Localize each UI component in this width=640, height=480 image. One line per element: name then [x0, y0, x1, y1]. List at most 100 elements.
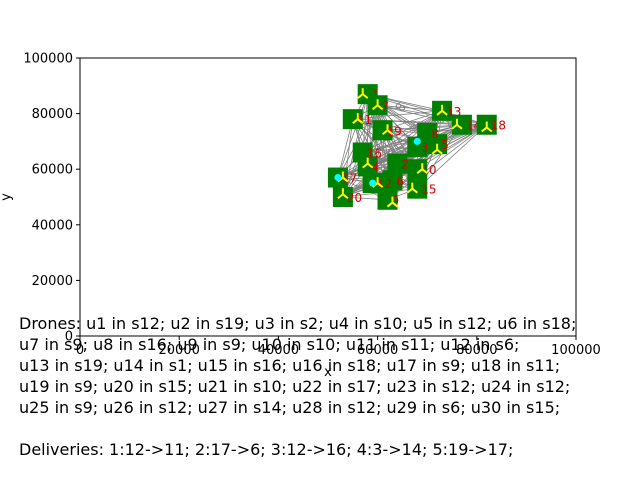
station-label: 7 — [382, 99, 390, 113]
y-tick-label: 20000 — [32, 274, 73, 289]
y-tick-label: 60000 — [32, 163, 73, 178]
station-label: 1 — [372, 88, 380, 102]
drone-marker-arm — [342, 193, 349, 200]
drone-marker-arm — [367, 162, 374, 169]
drone-marker — [436, 104, 448, 116]
drone-marker — [357, 88, 369, 99]
drone-marker-arm — [431, 148, 438, 155]
x-tick-label: 40000 — [258, 343, 299, 358]
drone-marker-arm — [352, 118, 359, 124]
drone-marker-arm — [342, 176, 349, 183]
drone-marker-arm — [421, 168, 428, 174]
station-marker — [417, 123, 438, 144]
drone-marker-arm — [456, 123, 463, 130]
drone-marker-arm — [386, 201, 394, 208]
station-label: 10 — [421, 163, 436, 177]
x-axis-ticks: 0 20000 40000 60000 80000 100000 — [76, 336, 601, 358]
drone-marker — [481, 121, 493, 133]
station-label: 3 — [421, 141, 429, 155]
route-edge — [337, 94, 369, 178]
drone-marker-arm — [441, 110, 448, 116]
drone-marker-arm — [381, 129, 389, 136]
x-axis-label: x — [324, 365, 332, 380]
drone-marker-arm — [481, 126, 488, 133]
drone-markers — [334, 88, 493, 208]
drone-marker-arm — [337, 193, 344, 200]
station-marker — [332, 187, 353, 207]
drone-marker — [386, 196, 399, 208]
drone-marker — [406, 182, 418, 194]
drone-marker-arm — [436, 148, 443, 155]
station-label: 20 — [347, 191, 362, 205]
drone-marker-arm — [357, 118, 364, 124]
station-marker — [352, 142, 373, 163]
drone-marker-arm — [486, 126, 493, 133]
y-axis-label: y — [0, 193, 14, 201]
drone-marker — [381, 124, 394, 136]
drone-marker — [337, 188, 349, 200]
drone-marker-arm — [357, 93, 364, 99]
drone-marker-arm — [436, 110, 443, 116]
x-tick-label: 0 — [76, 343, 84, 358]
y-tick-label: 0 — [65, 330, 73, 345]
plot-frame — [79, 57, 577, 337]
route-edge — [367, 110, 443, 167]
drone-marker-arm — [411, 187, 418, 194]
route-edge — [377, 104, 463, 126]
station-marker — [377, 189, 398, 210]
deliveries-caption: Deliveries: 1:12->11; 2:17->6; 3:12->16;… — [19, 440, 514, 459]
station-label: 19 — [387, 124, 402, 138]
y-tick-label: 80000 — [32, 107, 73, 122]
station-label: 6 — [396, 174, 404, 188]
drone-point — [334, 174, 342, 182]
route-edge — [337, 110, 443, 178]
drone-marker — [431, 143, 443, 155]
station-label: 8 — [431, 127, 439, 141]
x-tick-label: 100000 — [551, 343, 601, 358]
drone-marker — [352, 113, 364, 124]
x-tick-label: 20000 — [159, 343, 200, 358]
y-axis-ticks: 0 20000 40000 60000 80000 100000 — [23, 52, 80, 345]
route-edge — [417, 124, 487, 189]
drone-marker-arm — [362, 162, 369, 169]
drone-marker-arm — [362, 93, 369, 99]
route-edge — [352, 118, 418, 189]
station-label: 9 — [392, 194, 400, 208]
x-tick-label: 60000 — [357, 343, 398, 358]
drone-marker-arm — [391, 201, 399, 208]
x-tick-label: 80000 — [456, 343, 497, 358]
station-label: 4 — [372, 160, 380, 174]
station-marker — [387, 153, 408, 174]
drone-marker — [416, 163, 428, 174]
drone-point — [369, 179, 377, 187]
station-label: 17 — [342, 172, 357, 186]
station-label: 16 — [367, 147, 382, 161]
station-label: 5 — [441, 138, 449, 152]
drone-marker-arm — [406, 187, 413, 194]
drone-marker — [362, 157, 374, 169]
station-label: 15 — [421, 183, 436, 197]
y-tick-label: 40000 — [32, 218, 73, 233]
route-edge — [417, 124, 487, 170]
caption: Drones: u1 in s12; u2 in s19; u3 in s2; … — [19, 313, 634, 460]
drone-marker-arm — [416, 168, 423, 174]
station-label: 11 — [357, 113, 372, 127]
drone-marker-arm — [451, 123, 458, 130]
drones-caption: Drones: u1 in s12; u2 in s19; u3 in s2; … — [19, 314, 577, 417]
drone-point — [413, 137, 421, 145]
drone-marker-arm — [376, 104, 384, 111]
drone-marker — [451, 118, 463, 130]
drone-marker-arm — [376, 182, 384, 188]
route-edge — [352, 110, 443, 120]
drone-marker-arm — [386, 129, 394, 136]
drone-marker — [371, 99, 384, 111]
y-tick-label: 100000 — [23, 52, 73, 67]
station-label: 18 — [491, 119, 506, 133]
route-edge — [362, 110, 443, 153]
station-marker — [382, 170, 403, 191]
route-edge — [377, 104, 443, 112]
station-label: 12 — [377, 177, 392, 191]
station-label: 2 — [401, 158, 409, 172]
